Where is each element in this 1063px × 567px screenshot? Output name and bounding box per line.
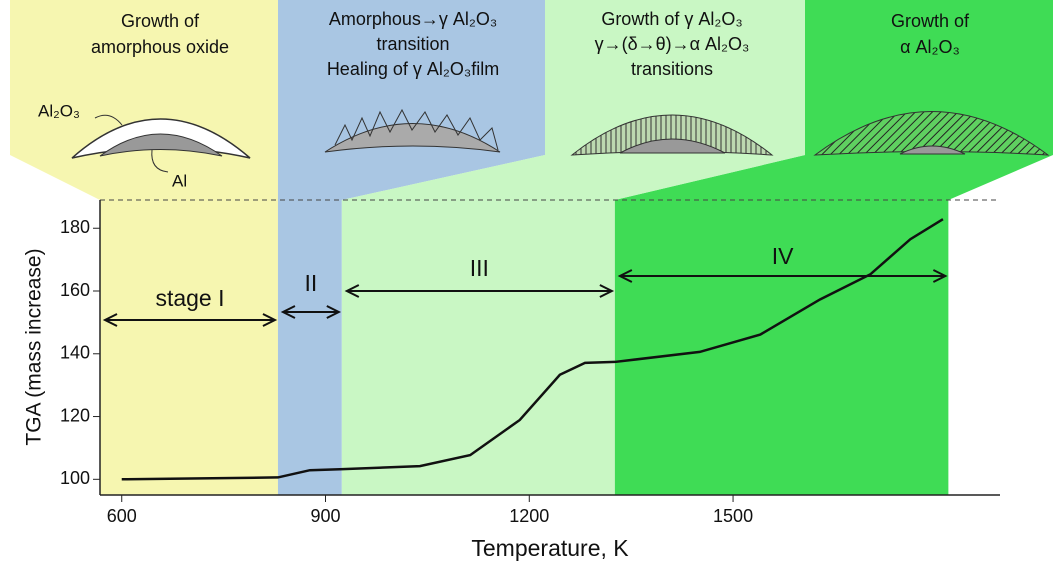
panel-text: Growth of γ Al₂O₃ xyxy=(601,9,742,29)
stage-label: stage I xyxy=(155,285,224,311)
x-tick-label: 1200 xyxy=(509,506,549,526)
panel-text: amorphous oxide xyxy=(91,37,229,57)
stage-label: II xyxy=(304,270,317,296)
stage-band xyxy=(278,200,342,495)
figure: Growth of amorphous oxide Al₂O₃ Al Amorphous… xyxy=(0,0,1063,567)
panel-text: Growth of xyxy=(891,11,970,31)
stage-band xyxy=(100,200,278,495)
y-axis-label: TGA (mass increase) xyxy=(23,248,46,445)
panel-text: γ→(δ→θ)→α Al₂O₃ xyxy=(595,34,750,54)
stage-label: IV xyxy=(772,243,794,269)
y-tick-label: 140 xyxy=(60,343,90,363)
panel-text: Growth of xyxy=(121,11,200,31)
y-tick-label: 100 xyxy=(60,468,90,488)
x-tick-label: 600 xyxy=(107,506,137,526)
y-tick-label: 160 xyxy=(60,280,90,300)
panel-text: transitions xyxy=(631,59,713,79)
panel-text: Healing of γ Al₂O₃film xyxy=(327,59,499,79)
x-axis-label: Temperature, K xyxy=(471,535,629,561)
diagram-label: Al xyxy=(172,171,187,190)
y-tick-label: 180 xyxy=(60,217,90,237)
x-tick-label: 1500 xyxy=(713,506,753,526)
y-tick-label: 120 xyxy=(60,405,90,425)
panel-text: Amorphous→γ Al₂O₃ xyxy=(329,9,497,29)
panels: Growth of amorphous oxide Al₂O₃ Al Amorphous… xyxy=(10,0,1053,495)
panel-text: transition xyxy=(376,34,449,54)
x-tick-label: 900 xyxy=(310,506,340,526)
panel-text: α Al₂O₃ xyxy=(900,37,960,57)
stage-label: III xyxy=(470,255,489,281)
diagram-label: Al₂O₃ xyxy=(38,101,80,120)
